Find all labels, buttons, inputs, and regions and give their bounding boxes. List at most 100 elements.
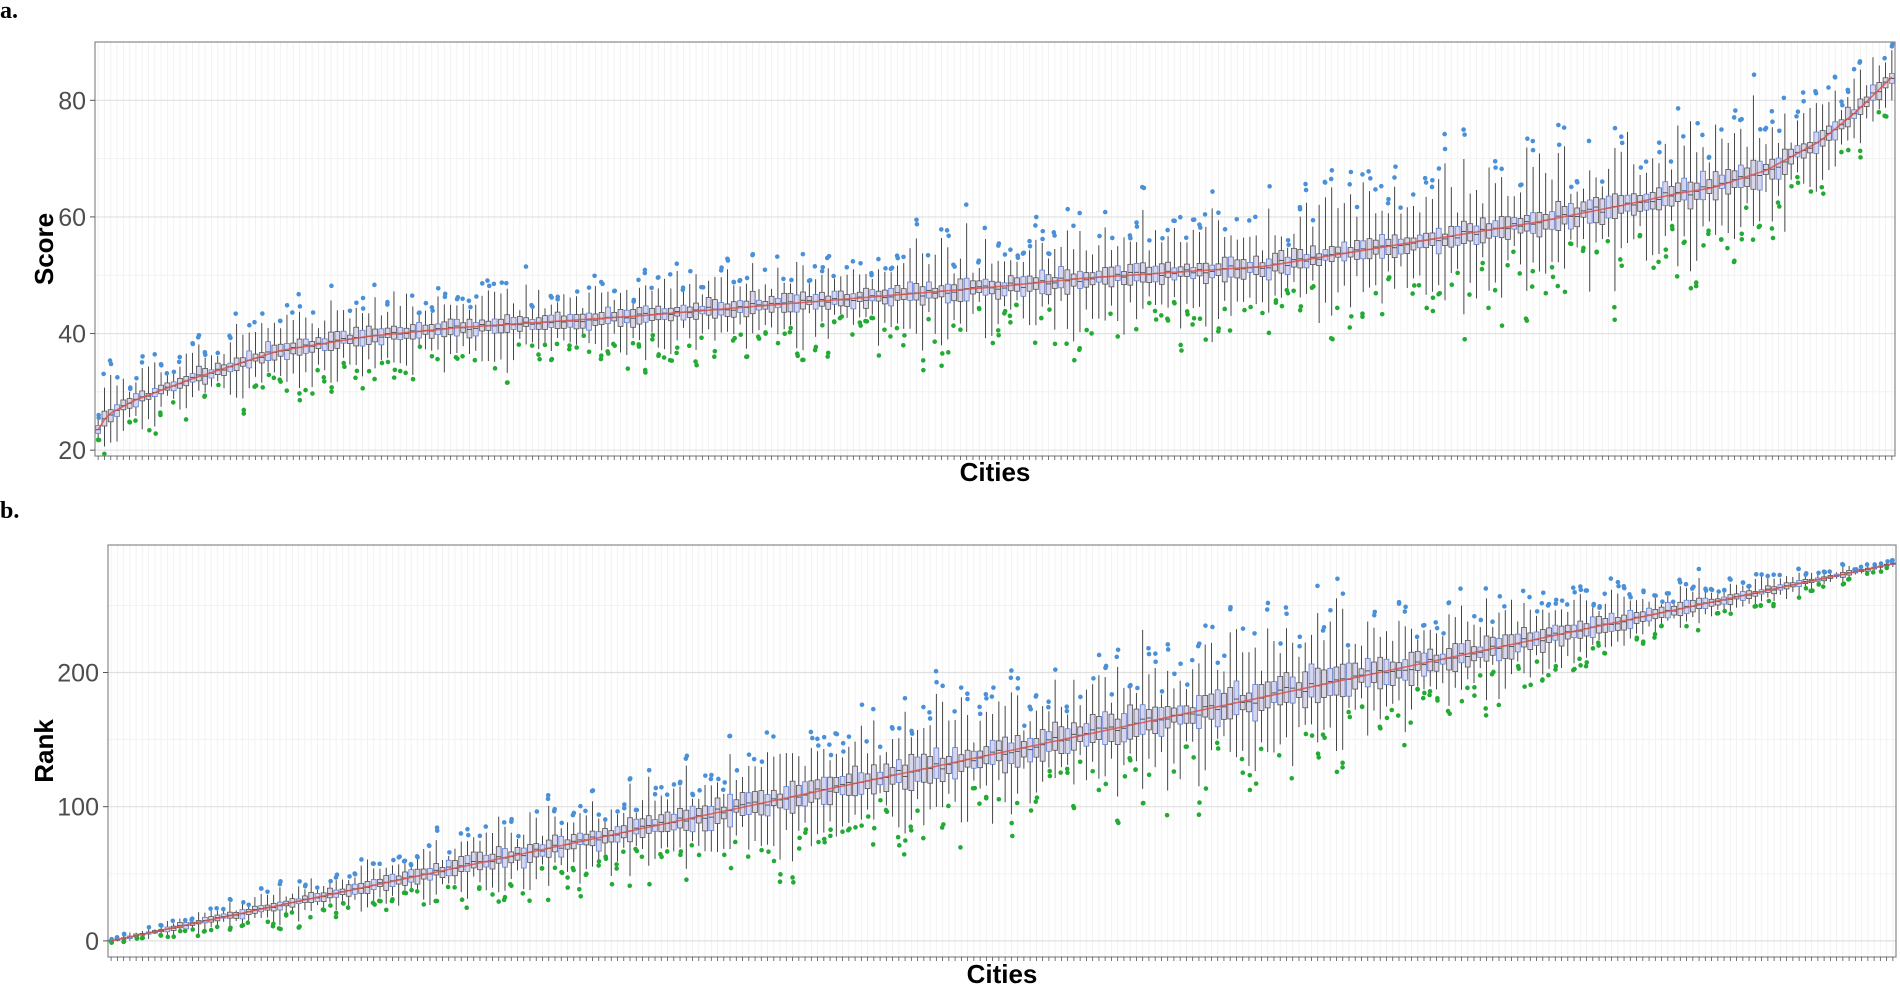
panel-b-outlier-high (652, 791, 658, 797)
panel-b-box (1752, 571, 1759, 609)
panel-a-outlier-high (1202, 212, 1208, 217)
panel-a-outlier-high (284, 302, 290, 308)
panel-b-outlier-high (1033, 693, 1039, 698)
panel-b-outlier-high (989, 694, 995, 699)
panel-a-box-body (1775, 157, 1782, 180)
panel-b-outlier-low (1114, 818, 1120, 824)
panel-a-outlier-high (1643, 159, 1649, 164)
panel-b-outlier-high (377, 861, 382, 867)
panel-a-box-body (1253, 255, 1260, 275)
panel-a-outlier-high (548, 293, 554, 299)
panel-a-outlier-high (1857, 59, 1863, 64)
panel-a-outlier-low (832, 319, 837, 325)
panel-b-box-body (320, 892, 327, 902)
panel-a-box (1020, 250, 1027, 319)
panel-a-outlier-high (642, 270, 648, 276)
panel-a-outlier-high (296, 291, 301, 297)
panel-b-outlier-high (1696, 566, 1702, 572)
panel-b-outlier-high (303, 882, 308, 888)
panel-b-outlier-high (1284, 611, 1289, 617)
panel-b-outlier-low (1602, 651, 1608, 656)
panel-b-box (1714, 589, 1721, 616)
panel-b-box (645, 767, 652, 887)
panel-b-box (1383, 631, 1390, 721)
panel-a-box-body (1309, 245, 1316, 265)
panel-b-box (376, 861, 383, 904)
panel-b-outlier-low (509, 883, 514, 889)
panel-a-outlier-low (417, 344, 423, 350)
panel-b-outlier-low (1766, 598, 1772, 604)
panel-b-outlier-low (165, 934, 171, 940)
panel-b-box (1302, 642, 1309, 737)
panel-b-plot-area (108, 545, 1896, 957)
panel-a-outlier-high (468, 304, 473, 310)
panel-a-box (1259, 250, 1266, 316)
panel-b-box (1545, 601, 1552, 678)
panel-a-outlier-low (1770, 235, 1776, 241)
panel-b-box (464, 826, 471, 910)
panel-b-outlier-low (1583, 663, 1589, 669)
panel-a-box (1599, 179, 1606, 240)
panel-b-outlier-low (1316, 755, 1321, 760)
panel-a-outlier-low (329, 389, 334, 394)
panel-b-outlier-low (140, 935, 146, 941)
panel-b-outlier-low (1315, 751, 1321, 757)
panel-a-outlier-high (600, 281, 605, 287)
panel-b-box (970, 742, 978, 791)
panel-b-outlier-low (1103, 781, 1109, 787)
panel-b-box-body (1621, 614, 1627, 631)
panel-a-box (378, 315, 385, 366)
panel-b-outlier-low (1578, 663, 1583, 668)
panel-a-outlier-low (738, 332, 744, 337)
panel-b-box-body (1127, 704, 1133, 740)
panel-b-outlier-low (1540, 678, 1545, 683)
panel-a-outlier-low (1706, 231, 1711, 237)
panel-b-box (939, 683, 946, 830)
panel-a-outlier-low (170, 400, 176, 405)
panel-b-outlier-low (796, 846, 802, 851)
panel-a-outlier-low (712, 348, 718, 354)
panel-b-box-body (1427, 648, 1434, 672)
panel-a-box (535, 289, 542, 362)
panel-b-outlier-low (372, 902, 377, 907)
panel-b-outlier-low (121, 939, 126, 945)
panel-a-outlier-low (460, 353, 465, 359)
panel-b-outlier-low (1684, 623, 1689, 629)
panel-b-outlier-high (1096, 652, 1102, 658)
panel-b-outlier-high (764, 730, 770, 735)
panel-b-outlier-low (276, 926, 282, 931)
panel-b-outlier-high (1683, 581, 1689, 587)
panel-a-outlier-high (718, 268, 724, 273)
panel-a-outlier-low (329, 385, 334, 390)
panel-b-outlier-low (289, 910, 295, 915)
panel-b-outlier-low (445, 884, 451, 890)
panel-b-box-body (1308, 663, 1315, 698)
panel-b-box (714, 776, 721, 852)
panel-a-outlier-high (1165, 227, 1170, 233)
panel-b-box (1183, 682, 1190, 750)
panel-a-box (674, 261, 681, 356)
panel-b-outlier-low (1096, 787, 1102, 793)
panel-b-outlier-high (189, 916, 195, 921)
panel-a-outlier-high (1826, 85, 1831, 90)
panel-b-box-body (1233, 680, 1240, 716)
panel-a-outlier-high (976, 260, 981, 265)
panel-a-box (498, 280, 505, 360)
panel-a-outlier-low (1190, 322, 1195, 327)
panel-a-outlier-high (1310, 217, 1316, 223)
panel-b-box (1364, 621, 1371, 736)
panel-b-outlier-high (653, 785, 659, 791)
panel-a-outlier-high (1845, 87, 1851, 93)
panel-a-box (1083, 250, 1090, 333)
panel-b-outlier-low (901, 852, 907, 857)
panel-b-outlier-high (983, 691, 989, 697)
panel-a-outlier-high (1656, 140, 1662, 145)
panel-b-box-body (1521, 627, 1527, 648)
panel-a-box (925, 252, 932, 322)
panel-b-outlier-high (952, 709, 957, 714)
panel-a-outlier-high (233, 311, 239, 316)
panel-a-outlier-high (1033, 214, 1039, 220)
panel-a-box-body (592, 313, 599, 326)
panel-a-outlier-high (1286, 242, 1291, 248)
panel-b-box (551, 806, 558, 871)
